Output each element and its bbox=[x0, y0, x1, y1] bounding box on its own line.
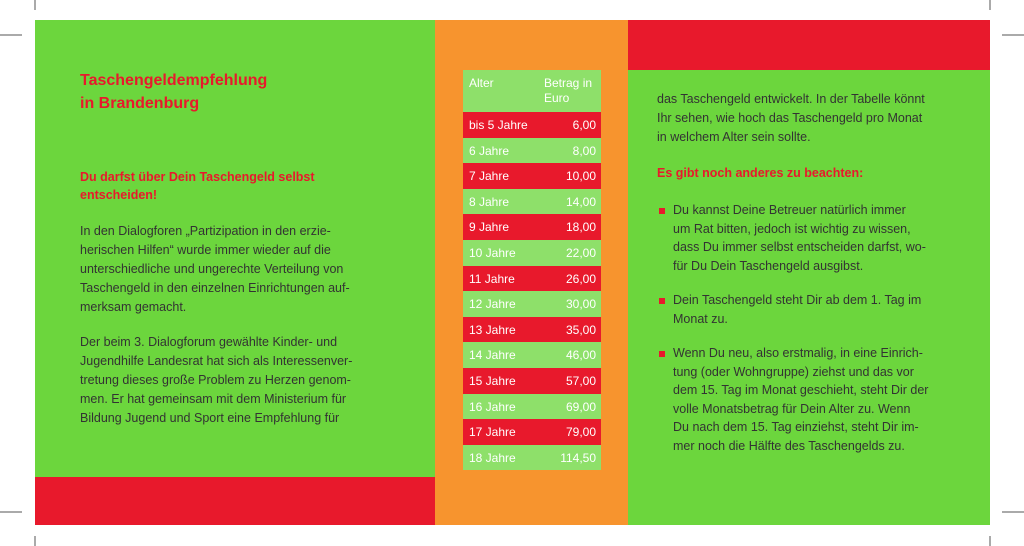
paragraph-line: tretung dieses große Problem zu Herzen g… bbox=[80, 373, 351, 387]
bullet-line: um Rat bitten, jedoch ist wichtig zu wis… bbox=[673, 221, 911, 236]
paragraph-line: Bildung Jugend und Sport eine Empfehlung… bbox=[80, 411, 340, 425]
title-line: in Brandenburg bbox=[80, 95, 200, 112]
table-row bbox=[463, 163, 601, 189]
table-cell: 10 Jahre bbox=[469, 246, 516, 260]
table-cell: 15 Jahre bbox=[469, 374, 516, 388]
bullet-line: dem 15. Tag im Monat geschieht, steht Di… bbox=[673, 383, 929, 397]
paragraph-line: men. Er hat gemeinsam mit dem Ministeriu… bbox=[80, 392, 347, 406]
bullet bbox=[659, 351, 665, 357]
right-panel bbox=[628, 20, 990, 525]
table-header: Betrag in Euro bbox=[544, 76, 593, 105]
table-row bbox=[463, 444, 601, 471]
left-red-strip bbox=[35, 477, 435, 525]
paragraph-line: Jugendhilfe Landesrat hat sich als Inter… bbox=[80, 354, 353, 368]
table-cell: 8 Jahre bbox=[469, 194, 510, 209]
table-cell: 8,00 bbox=[572, 143, 596, 158]
table-cell: 11 Jahre bbox=[469, 271, 515, 286]
table-cell: 14 Jahre bbox=[469, 348, 516, 363]
table-row bbox=[463, 419, 601, 445]
table-row bbox=[463, 265, 601, 292]
table-cell: 10,00 bbox=[565, 169, 596, 184]
table-cell: 6 Jahre bbox=[469, 143, 510, 158]
bullet bbox=[659, 298, 665, 304]
paragraph-line: Taschengeld in den einzelnen Einrichtung… bbox=[80, 281, 350, 295]
table-cell: 17 Jahre bbox=[469, 425, 516, 440]
title-line: Taschengeldempfehlung bbox=[80, 72, 268, 89]
paragraph-line: unterschiedliche und ungerechte Verteilu… bbox=[80, 262, 344, 276]
table-row bbox=[463, 137, 601, 164]
paragraph-line: Der beim 3. Dialogforum gewählte Kinder-… bbox=[80, 335, 338, 349]
table-row bbox=[463, 188, 601, 215]
paragraph-line: in welchem Alter sein sollte. bbox=[657, 130, 811, 144]
table-header: Alter bbox=[469, 76, 494, 90]
bullet-line: Dein Taschengeld steht Dir ab dem 1. Tag… bbox=[673, 293, 922, 307]
table-cell: 114,50 bbox=[560, 450, 596, 465]
table-cell: 26,00 bbox=[565, 271, 596, 286]
paragraph-line: herischen Hilfen“ wurde immer wieder auf… bbox=[80, 243, 331, 257]
paragraph-line: Ihr sehen, wie hoch das Taschengeld pro … bbox=[657, 111, 923, 125]
bullet-line: Du nach dem 15. Tag einziehst, steht Dir… bbox=[673, 420, 919, 434]
bullet-line: volle Monatsbetrag für Dein Alter zu. We… bbox=[673, 401, 911, 416]
table-cell: 12 Jahre bbox=[469, 297, 516, 312]
table-cell: 79,00 bbox=[565, 425, 596, 440]
table-cell: 7 Jahre bbox=[469, 169, 510, 184]
table-cell: 18 Jahre bbox=[469, 450, 516, 465]
table-cell: 16 Jahre bbox=[469, 399, 516, 414]
table-cell: 14,00 bbox=[565, 194, 596, 209]
bullet bbox=[659, 208, 665, 214]
table-header-bg bbox=[463, 70, 601, 112]
table-cell: 18,00 bbox=[565, 220, 596, 235]
bullet-line: Du kannst Deine Betreuer natürlich immer bbox=[673, 203, 906, 217]
table-cell: 13 Jahre bbox=[469, 322, 516, 337]
table-cell: 35,00 bbox=[565, 322, 596, 337]
subtitle-line: entscheiden! bbox=[80, 188, 158, 202]
bullet-line: tung (oder Wohngruppe) ziehst und das vo… bbox=[673, 364, 914, 379]
table-row bbox=[463, 342, 601, 368]
table-cell: 46,00 bbox=[565, 348, 596, 363]
table-cell: 57,00 bbox=[565, 374, 596, 388]
paragraph-line: das Taschengeld entwickelt. In der Tabel… bbox=[657, 92, 925, 106]
right-red-strip bbox=[628, 20, 990, 70]
table-row bbox=[463, 240, 601, 266]
table-cell: 9 Jahre bbox=[469, 220, 510, 235]
bullet-line: Wenn Du neu, also erstmalig, in eine Ein… bbox=[673, 346, 923, 360]
table-cell: 69,00 bbox=[565, 399, 596, 414]
table-cell: 6,00 bbox=[572, 118, 596, 132]
table-row bbox=[463, 291, 601, 317]
table-row bbox=[463, 112, 601, 138]
left-panel bbox=[35, 20, 435, 525]
bullet-line: mer noch die Hälfte des Taschengelds zu. bbox=[673, 438, 905, 453]
table-cell: bis 5 Jahre bbox=[469, 118, 528, 132]
paragraph-line: merksam gemacht. bbox=[80, 300, 187, 314]
paragraph-line: In den Dialogforen „Partizipation in den… bbox=[80, 224, 331, 238]
table-cell: 22,00 bbox=[565, 246, 596, 260]
table-row bbox=[463, 393, 601, 420]
subtitle-line: Du darfst über Dein Taschengeld selbst bbox=[80, 170, 315, 184]
heading: Es gibt noch anderes zu beachten: bbox=[657, 166, 864, 180]
table-row bbox=[463, 214, 601, 240]
bullet-line: dass Du immer selbst entscheiden darfst,… bbox=[673, 240, 926, 254]
table-row bbox=[463, 368, 601, 394]
bullet-line: Monat zu. bbox=[673, 311, 728, 326]
bullet-line: für Du Dein Taschengeld ausgibst. bbox=[673, 258, 864, 273]
table-cell: 30,00 bbox=[565, 297, 596, 312]
table-row bbox=[463, 316, 601, 343]
